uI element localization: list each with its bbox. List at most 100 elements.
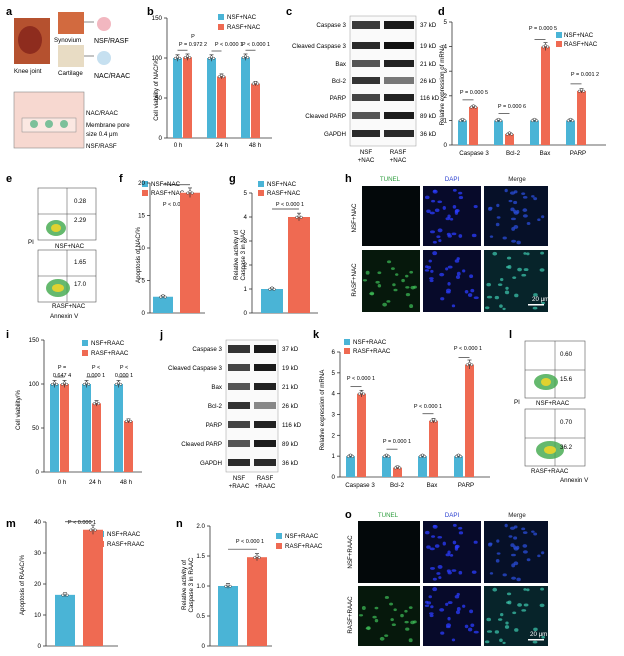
data-point-g <box>297 214 301 218</box>
nucleus-dots-o <box>496 552 501 555</box>
data-point-n <box>228 584 232 588</box>
nucleus-dots-o <box>429 614 434 618</box>
j-kd-6: 36 kD <box>282 460 299 467</box>
panel-m-letter: m <box>6 518 16 530</box>
data-point-i <box>65 382 69 386</box>
data-point-d <box>499 119 503 123</box>
nucleus-dots-o <box>469 609 474 614</box>
cartilage-label: Cartilage <box>58 70 83 77</box>
data-point-k <box>468 361 471 365</box>
nucleus-dots-h <box>434 208 440 213</box>
legend-g: NSF+NAC RASF+NAC <box>258 181 301 197</box>
data-point-m <box>65 593 69 597</box>
c-kd-1: 19 kD <box>420 43 437 50</box>
data-point-d <box>458 119 462 123</box>
nucleus-dots-h <box>504 290 510 295</box>
h-tunel-nsf <box>362 186 420 246</box>
nucleus-dots-o <box>452 523 457 527</box>
data-point-k <box>434 419 438 423</box>
nucleus-dots-o <box>442 541 446 546</box>
nucleus-dots-o <box>510 553 516 557</box>
data-point-m <box>61 593 65 597</box>
c-row-5: Cleaved PARP <box>305 113 346 120</box>
nucleus-dots-o <box>456 607 461 611</box>
l-q4: 36.2 <box>560 444 573 451</box>
data-point-b <box>222 75 226 79</box>
data-point-d <box>569 117 572 121</box>
i-xlbl-0: 0 h <box>58 479 67 486</box>
nucleus-dots-h <box>541 301 545 305</box>
nucleus-dots-o <box>522 531 528 534</box>
fibroblast-cell-icon <box>97 17 111 31</box>
data-point-k <box>362 392 366 396</box>
data-point-d <box>541 45 545 49</box>
panel-c: c Caspase 3 Cleaved Caspase 3 Bax Bcl-2 … <box>286 6 440 164</box>
data-point-f <box>159 295 163 299</box>
data-point-k <box>360 391 363 395</box>
c-row-1: Cleaved Caspase 3 <box>292 43 347 50</box>
nucleus-dots-h <box>500 277 504 282</box>
f-p: P < 0.000 1 <box>163 202 191 208</box>
data-point-m <box>63 592 67 596</box>
nucleus-dots-h <box>405 286 410 289</box>
m-p: P < 0.000 1 <box>68 520 96 526</box>
y-tick-label-n: 0.5 <box>196 613 205 620</box>
i-xlbl-1: 24 h <box>89 479 102 486</box>
nucleus-dots-h <box>439 272 445 277</box>
nucleus-dots-h <box>532 306 538 310</box>
nucleus-dots-h <box>451 304 456 308</box>
nucleus-dots-h <box>413 285 417 289</box>
nucleus-dots-o <box>404 620 409 624</box>
bar-k-1-0 <box>382 456 391 477</box>
nucleus-dots-o <box>372 615 377 619</box>
c-row-3: Bcl-2 <box>332 78 347 85</box>
bar-d-3-0 <box>566 120 575 145</box>
y-tick-label-d: 0 <box>444 142 448 149</box>
panel-h: h TUNEL DAPI Merge NSF+NAC RASF+NAC 20 μ… <box>345 173 549 312</box>
nucleus-dots-o <box>533 627 538 632</box>
n-p: P < 0.000 1 <box>236 539 264 545</box>
nucleus-dots-h <box>362 279 368 282</box>
y-tick-label-f: 10 <box>138 245 145 252</box>
d-p3: P = 0.001 2 <box>571 72 599 78</box>
h-col-dapi: DAPI <box>445 176 460 183</box>
data-point-b <box>183 56 187 59</box>
nucleus-dots-o <box>494 630 500 634</box>
bar-k-3-0 <box>454 456 463 477</box>
y-tick-label-i: 100 <box>29 381 40 388</box>
c-kd-6: 36 kD <box>420 131 437 138</box>
nucleus-dots-h <box>390 267 395 271</box>
nucleus-dots-o <box>430 605 434 609</box>
nucleus-dots-h <box>447 265 453 269</box>
data-point-k <box>423 455 427 458</box>
nucleus-dots-h <box>452 188 457 192</box>
nucleus-dots-o <box>509 526 516 530</box>
nucleus-dots-h <box>533 197 538 201</box>
bar-i-0-1 <box>60 384 69 472</box>
nucleus-dots-h <box>424 269 430 272</box>
nucleus-dots-o <box>374 606 379 610</box>
y-tick-label-k: 4 <box>332 391 336 398</box>
y-tick-label-k: 2 <box>332 432 336 439</box>
h-scale: 20 μm <box>532 296 549 303</box>
nucleus-dots-o <box>458 531 464 535</box>
panel-e-letter: e <box>6 173 12 185</box>
nucleus-dots-o <box>484 640 490 644</box>
y-tick-label-g: 2 <box>244 262 248 269</box>
j-row-6: GAPDH <box>200 460 222 467</box>
nucleus-dots-o <box>502 573 507 577</box>
y-tick-label-i: 0 <box>36 469 40 476</box>
nucleus-dots-o <box>522 544 528 548</box>
legend-f-rasf: RASF+NAC <box>151 190 185 197</box>
nucleus-dots-h <box>445 217 451 221</box>
panel-i-letter: i <box>6 329 9 341</box>
y-tick-label-g: 4 <box>244 214 248 221</box>
d-xlbl-3: PARP <box>570 150 586 157</box>
nucleus-dots-o <box>462 604 466 608</box>
nucleus-dots-h <box>454 259 460 263</box>
nucleus-dots-h <box>462 269 466 273</box>
j-row-2: Bax <box>211 384 223 391</box>
nucleus-dots-h <box>429 279 434 283</box>
legend-k-nsf: NSF+RAAC <box>353 339 387 346</box>
data-point-d <box>530 119 534 123</box>
